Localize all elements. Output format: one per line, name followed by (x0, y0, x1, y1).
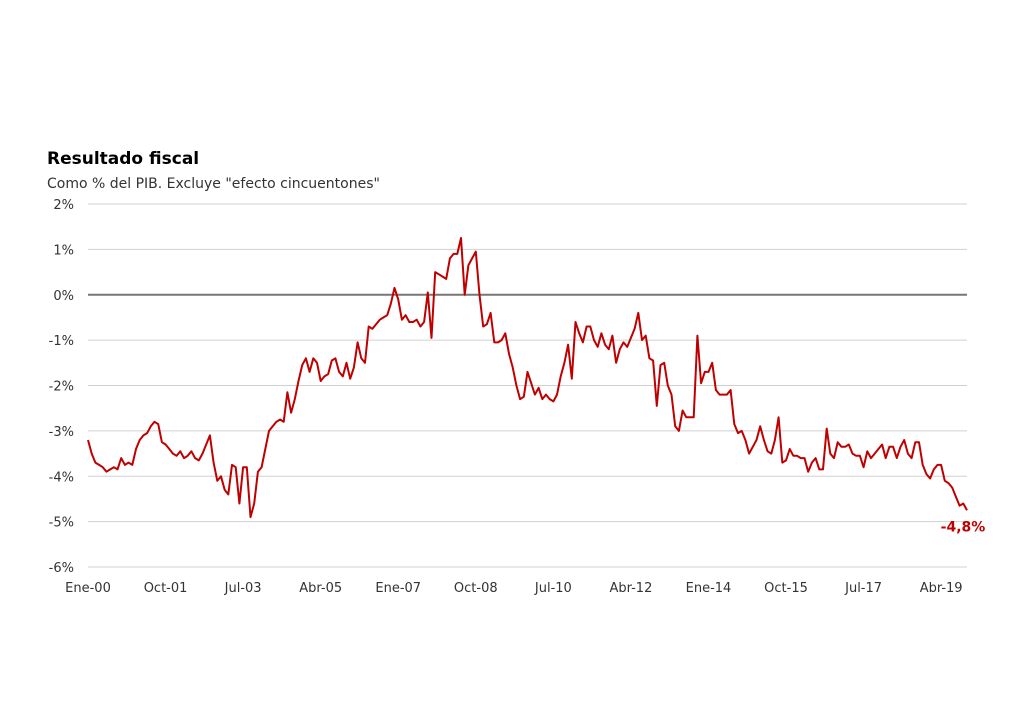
x-tick-label: Jul-17 (844, 581, 882, 596)
y-tick-label: 2% (53, 198, 74, 213)
series-line (87, 237, 968, 519)
grid-lines (88, 203, 967, 568)
y-tick-label: 0% (53, 289, 74, 304)
x-tick-label: Ene-07 (375, 581, 421, 596)
y-tick-label: -4% (49, 470, 74, 485)
y-axis-ticks: 2% 1% 0% -1% -2% -3% -4% -5% -6% (49, 198, 74, 576)
y-tick-label: -5% (49, 516, 74, 531)
y-tick-label: -1% (49, 334, 74, 349)
x-tick-label: Oct-08 (454, 581, 498, 596)
x-tick-label: Jul-03 (224, 581, 262, 596)
y-tick-label: 1% (53, 243, 74, 258)
x-tick-label: Oct-15 (764, 581, 808, 596)
y-tick-label: -2% (49, 380, 74, 395)
y-tick-label: -3% (49, 425, 74, 440)
x-tick-label: Abr-05 (299, 581, 342, 596)
chart-title: Resultado fiscal (47, 149, 200, 169)
x-tick-label: Ene-00 (65, 581, 111, 596)
x-axis-ticks: Ene-00 Oct-01 Jul-03 Abr-05 Ene-07 Oct-08 Jul-… (65, 581, 962, 596)
x-tick-label: Abr-19 (920, 581, 963, 596)
x-tick-label: Abr-12 (609, 581, 652, 596)
chart-subtitle: Como % del PIB. Excluye "efecto cincuent… (47, 176, 380, 192)
end-value-label: -4,8% (941, 519, 986, 535)
x-tick-label: Oct-01 (144, 581, 188, 596)
y-tick-label: -6% (49, 561, 74, 576)
x-tick-label: Jul-10 (534, 581, 572, 596)
x-tick-label: Ene-14 (686, 581, 732, 596)
